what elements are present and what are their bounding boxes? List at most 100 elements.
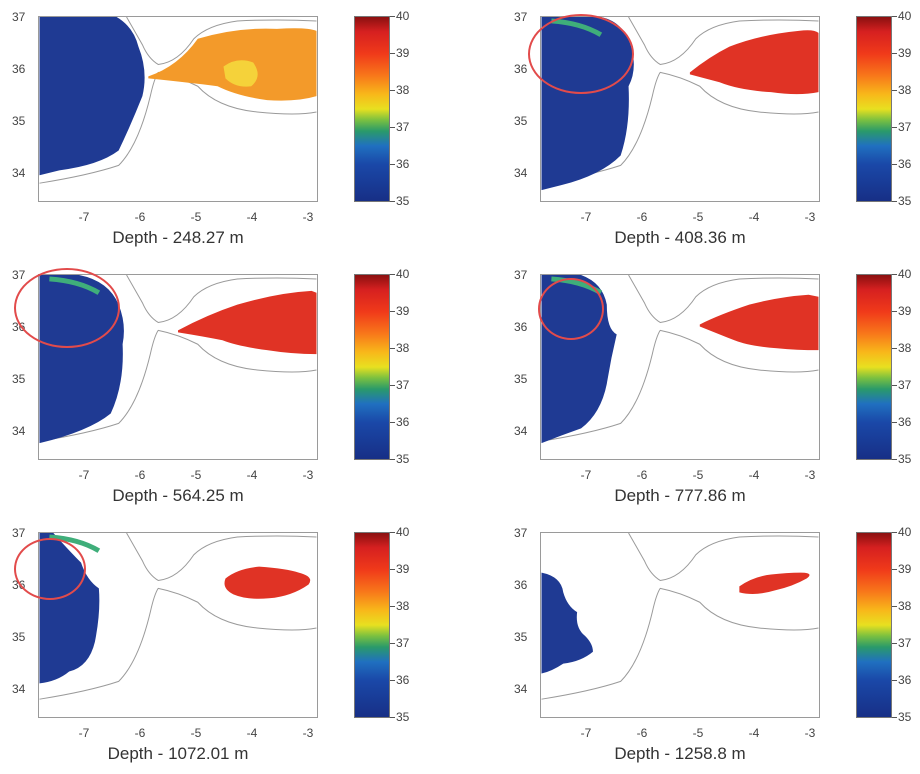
colorbar-tick-label: 36	[396, 673, 410, 687]
y-tick-label: 37	[514, 10, 528, 24]
colorbar-tick-mark	[390, 643, 395, 644]
x-tick-label: -5	[190, 726, 202, 740]
coastline-north	[628, 17, 819, 65]
coastline-north	[126, 17, 317, 65]
x-tick-label: -7	[580, 468, 592, 482]
depth-caption: Depth - 1258.8 m	[540, 744, 820, 764]
colorbar-tick-mark	[892, 643, 897, 644]
colorbar-tick-mark	[892, 164, 897, 165]
colorbar-tick-label: 36	[898, 673, 912, 687]
x-tick-label: -3	[804, 726, 816, 740]
colorbar-tick-label: 40	[396, 525, 410, 539]
colorbar-tick-label: 38	[898, 341, 912, 355]
y-tick-label: 34	[514, 682, 528, 696]
colorbar-tick-label: 36	[898, 157, 912, 171]
colorbar-tick-mark	[390, 569, 395, 570]
x-tick-label: -5	[190, 210, 202, 224]
colorbar-tick-label: 38	[396, 341, 410, 355]
colorbar-tick-mark	[390, 16, 395, 17]
colorbar-tick-mark	[892, 717, 897, 718]
colorbar-tick-mark	[390, 90, 395, 91]
colorbar-tick-mark	[892, 201, 897, 202]
x-tick-label: -6	[134, 468, 146, 482]
depth-caption-text: Depth - 1072.01 m	[107, 744, 249, 763]
colorbar-tick-mark	[390, 348, 395, 349]
colorbar	[354, 532, 390, 718]
transition-edge	[49, 534, 101, 553]
x-tick-label: -3	[302, 726, 314, 740]
colorbar-tick-label: 37	[898, 636, 912, 650]
colorbar-tick-label: 39	[898, 304, 912, 318]
colorbar-tick-label: 37	[396, 636, 410, 650]
depth-caption-text: Depth - 564.25 m	[112, 486, 244, 505]
x-tick-label: -6	[134, 210, 146, 224]
colorbar-tick-mark	[892, 16, 897, 17]
colorbar-tick-label: 35	[396, 710, 410, 724]
colorbar-tick-mark	[892, 90, 897, 91]
colorbar-tick-label: 35	[898, 452, 912, 466]
map-panel: 37 36 35 34 -7 -6 -5 -4 -3 Depth - 1072.01 m 40 39 3…	[0, 516, 460, 774]
coastline-north	[126, 533, 317, 581]
atlantic-water	[39, 17, 145, 176]
y-tick-label: 34	[12, 166, 26, 180]
colorbar-tick-mark	[390, 164, 395, 165]
colorbar-tick-label: 35	[898, 710, 912, 724]
highlight-circle	[528, 14, 634, 94]
colorbar-tick-mark	[892, 680, 897, 681]
colorbar-tick-label: 39	[396, 46, 410, 60]
depth-caption-text: Depth - 248.27 m	[112, 228, 244, 247]
y-tick-label: 37	[514, 268, 528, 282]
colorbar-tick-label: 39	[898, 562, 912, 576]
colorbar-tick-mark	[892, 606, 897, 607]
y-tick-label: 35	[12, 630, 26, 644]
x-tick-label: -6	[636, 726, 648, 740]
highlight-circle	[14, 268, 120, 348]
colorbar-tick-mark	[390, 53, 395, 54]
x-tick-label: -3	[804, 210, 816, 224]
colorbar-tick-label: 39	[898, 46, 912, 60]
colorbar-tick-mark	[390, 201, 395, 202]
core-water	[223, 60, 258, 87]
x-tick-label: -6	[134, 726, 146, 740]
colorbar-tick-mark	[892, 274, 897, 275]
coastline-north	[126, 275, 317, 323]
colorbar-tick-label: 37	[396, 378, 410, 392]
colorbar-tick-label: 36	[396, 157, 410, 171]
mediterranean-water	[224, 566, 311, 599]
coastline-south	[541, 71, 819, 184]
colorbar-tick-label: 40	[898, 525, 912, 539]
y-tick-label: 36	[12, 62, 26, 76]
colorbar-tick-mark	[892, 385, 897, 386]
map-svg	[39, 17, 317, 184]
depth-caption: Depth - 1072.01 m	[38, 744, 318, 764]
colorbar-tick-mark	[892, 532, 897, 533]
colorbar-tick-label: 35	[396, 194, 410, 208]
highlight-circle	[538, 278, 604, 340]
colorbar-tick-mark	[892, 311, 897, 312]
depth-caption: Depth - 777.86 m	[540, 486, 820, 506]
colorbar-tick-label: 40	[396, 9, 410, 23]
map-svg	[541, 533, 819, 700]
depth-caption-text: Depth - 777.86 m	[614, 486, 746, 505]
coastline-south	[39, 329, 317, 442]
y-tick-label: 34	[514, 166, 528, 180]
mediterranean-water	[689, 30, 819, 95]
coastline-south	[541, 329, 819, 442]
colorbar-tick-label: 36	[396, 415, 410, 429]
colorbar-tick-label: 38	[396, 599, 410, 613]
coastline-north	[628, 275, 819, 323]
x-tick-label: -4	[748, 468, 760, 482]
y-tick-label: 34	[12, 682, 26, 696]
x-tick-label: -5	[692, 726, 704, 740]
y-tick-label: 36	[514, 62, 528, 76]
colorbar-tick-mark	[390, 532, 395, 533]
colorbar-tick-mark	[390, 680, 395, 681]
x-tick-label: -7	[78, 210, 90, 224]
coastline-south	[541, 587, 819, 700]
depth-caption: Depth - 248.27 m	[38, 228, 318, 248]
depth-caption: Depth - 408.36 m	[540, 228, 820, 248]
colorbar-tick-label: 37	[898, 378, 912, 392]
colorbar	[856, 16, 892, 202]
colorbar	[354, 274, 390, 460]
